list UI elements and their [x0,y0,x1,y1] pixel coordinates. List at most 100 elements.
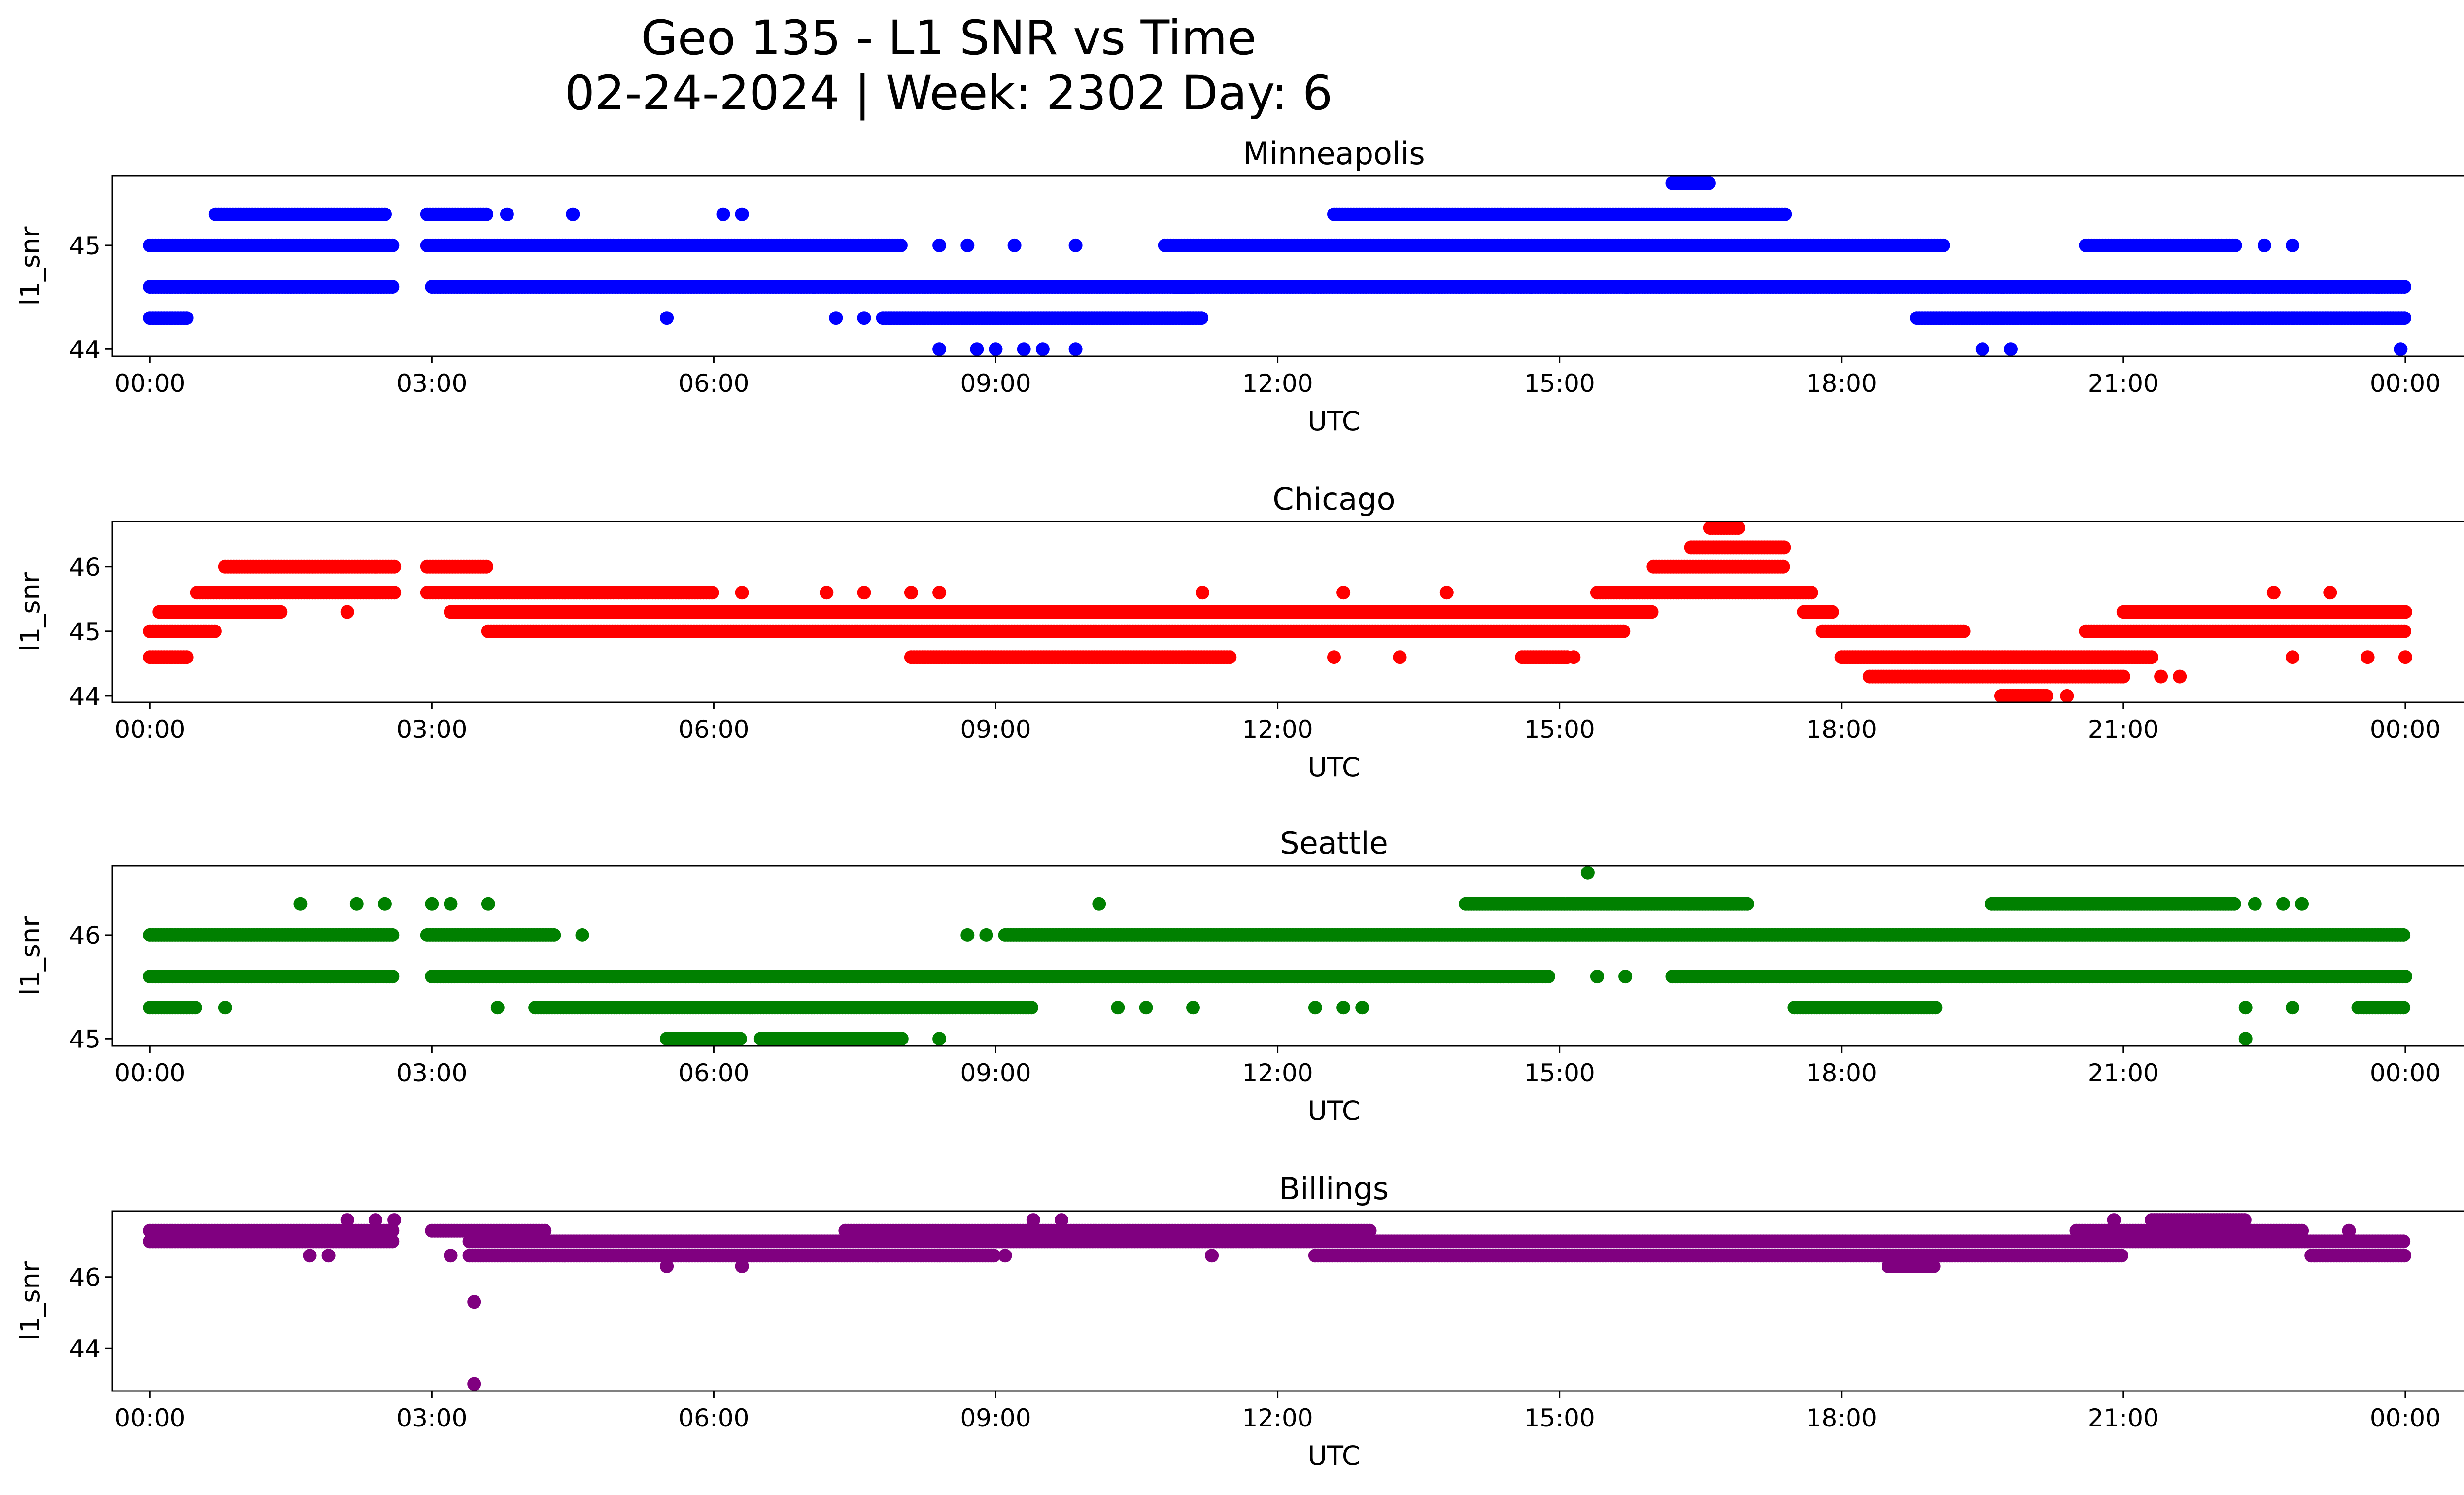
x-tick-label: 00:00 [2370,369,2441,398]
data-point [1007,238,1022,252]
data-point [733,1032,747,1046]
data-point [1196,586,1209,600]
x-tick-label: 09:00 [960,369,1031,398]
data-point [1393,650,1407,664]
data-point [479,559,493,574]
data-point [1541,970,1555,984]
data-point [378,207,392,221]
data-point [479,207,493,221]
data-point [660,311,674,325]
data-point [1327,650,1341,664]
data-point [705,586,719,600]
data-point [1936,238,1950,252]
data-point [904,586,918,600]
data-point [716,207,730,221]
data-point [2039,689,2053,703]
y-tick-label: 45 [69,232,101,260]
data-point [2266,586,2281,600]
data-point [2116,669,2130,684]
panel-title: Seattle [1280,825,1388,861]
data-point [970,342,984,356]
data-point [1439,586,1454,600]
data-point [2397,311,2411,325]
data-point [829,311,843,325]
data-point [566,207,580,221]
data-point [989,342,1003,356]
data-point [894,1032,909,1046]
x-tick-label: 03:00 [396,369,467,398]
data-point [932,342,947,356]
data-point [2397,280,2411,294]
data-point [387,586,402,600]
data-point [188,1001,202,1015]
data-point [207,624,222,638]
data-point [1928,1001,1943,1015]
data-point [960,238,975,252]
data-point [2060,689,2074,703]
data-point [2394,342,2408,356]
data-point [2323,586,2337,600]
x-tick-label: 00:00 [114,369,185,398]
data-point [2361,650,2375,664]
x-tick-label: 09:00 [960,715,1031,744]
data-point [1195,311,1209,325]
data-point [179,311,194,325]
data-point [385,970,400,984]
data-point [340,605,354,619]
data-point [857,586,871,600]
x-tick-label: 21:00 [2088,369,2159,398]
data-point [2286,238,2300,252]
y-tick-label: 44 [69,682,101,711]
x-tick-label: 03:00 [396,715,467,744]
x-tick-label: 15:00 [1524,369,1595,398]
data-point [1956,624,1971,638]
x-tick-label: 12:00 [1242,715,1313,744]
data-point [1702,176,1716,190]
data-point [1778,207,1792,221]
x-axis-label: UTC [1307,406,1360,437]
data-point [893,238,908,252]
x-tick-label: 12:00 [1242,369,1313,398]
data-point [1025,1001,1038,1015]
data-point [932,238,947,252]
data-point [2004,342,2018,356]
data-point [1776,559,1790,574]
data-point [2173,669,2187,684]
data-point [1524,280,1539,294]
series-points [143,521,2412,703]
data-point [1068,342,1083,356]
data-point [2257,238,2271,252]
data-point [2398,650,2412,664]
data-point [1731,521,1745,535]
data-point [1616,624,1631,638]
data-point [500,207,514,221]
y-tick-label: 44 [69,335,101,364]
x-tick-label: 21:00 [2088,715,2159,744]
data-point [2397,624,2411,638]
data-point [1567,650,1581,664]
data-point [857,311,871,325]
figure-title-line1: Geo 135 - L1 SNR vs Time [641,10,1257,66]
data-point [1777,540,1791,555]
x-tick-label: 15:00 [1524,715,1595,744]
data-point [385,238,400,252]
x-axis-label: UTC [1307,752,1360,783]
y-tick-label: 45 [69,618,101,646]
figure-title-line2: 02-24-2024 | Week: 2302 Day: 6 [565,66,1333,121]
x-tick-label: 00:00 [114,715,185,744]
x-tick-label: 18:00 [1806,715,1877,744]
data-point [1804,586,1818,600]
x-tick-label: 06:00 [678,715,749,744]
panel-title: Minneapolis [1243,136,1425,172]
data-point [179,650,194,664]
series-points [143,176,2411,356]
data-point [1035,342,1050,356]
plot-frame [111,175,2464,357]
data-point [2145,650,2158,664]
y-tick-label: 46 [69,553,101,582]
x-tick-label: 00:00 [2370,715,2441,744]
data-point [1618,280,1633,294]
data-point [2286,650,2300,664]
